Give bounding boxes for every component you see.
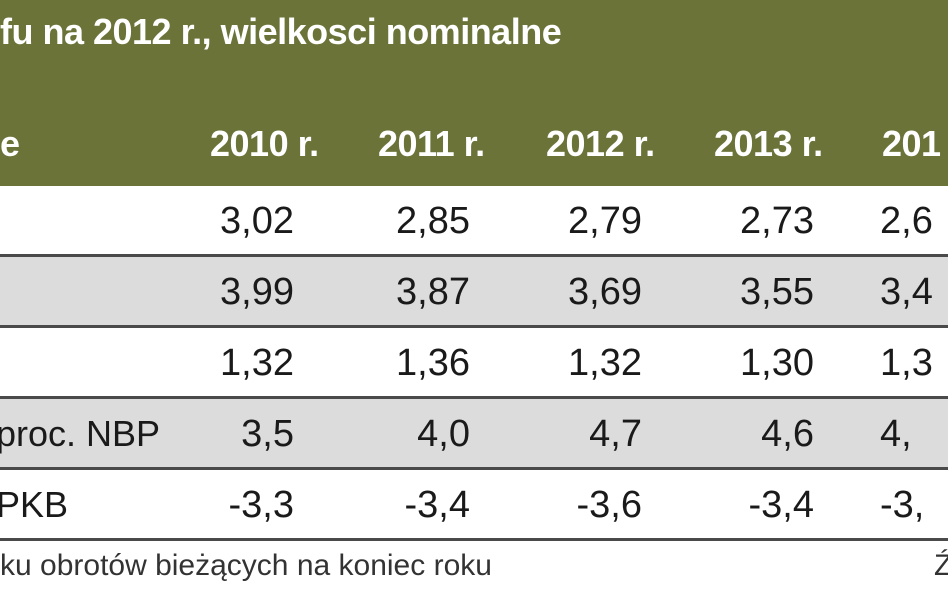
year-header-2011: 2011 r. — [378, 123, 485, 164]
table-cell: 4,6 — [761, 413, 814, 455]
table-title: fu na 2012 r., wielkosci nominalne — [0, 11, 562, 52]
table-cell: 4,0 — [417, 413, 470, 455]
table-row: 3,02 2,85 2,79 2,73 2,6 — [0, 186, 948, 256]
year-header-2013: 2013 r. — [714, 123, 823, 164]
column-label: e — [0, 123, 21, 164]
row-label: proc. NBP — [0, 413, 161, 454]
table-cell: 2,73 — [740, 200, 814, 242]
year-header-2014: 201 — [882, 123, 941, 164]
table-cell: 3,02 — [220, 200, 294, 242]
row-divider — [0, 538, 948, 541]
source-label: Ź — [934, 549, 948, 582]
table-cell: 1,32 — [568, 342, 642, 384]
table-cell: 4, — [880, 413, 912, 455]
table-cell: 2,6 — [880, 200, 933, 242]
row-divider — [0, 467, 948, 470]
table-cell: -3,4 — [404, 484, 470, 526]
table-cell: 2,79 — [568, 200, 642, 242]
table-cell: 3,99 — [220, 271, 294, 313]
table-header: fu na 2012 r., wielkosci nominalne e 201… — [0, 0, 948, 186]
table-row: PKB -3,3 -3,4 -3,6 -3,4 -3, — [0, 470, 948, 540]
footnote: ku obrotów bieżących na koniec roku — [0, 549, 492, 582]
table-cell: 1,30 — [740, 342, 814, 384]
year-header-2012: 2012 r. — [546, 123, 655, 164]
table-row: 1,32 1,36 1,32 1,30 1,3 — [0, 328, 948, 398]
table-cell: 3,69 — [568, 271, 642, 313]
table-row: 3,99 3,87 3,69 3,55 3,4 — [0, 257, 948, 327]
table-cell: -3,6 — [576, 484, 642, 526]
table-cell: 1,36 — [396, 342, 470, 384]
table-cell: 3,87 — [396, 271, 470, 313]
table-cell: -3, — [880, 484, 925, 526]
table-cell: -3,4 — [748, 484, 814, 526]
table-cell: 3,5 — [241, 413, 294, 455]
table-cell: 4,7 — [589, 413, 642, 455]
row-label: PKB — [0, 484, 69, 525]
year-header-2010: 2010 r. — [210, 123, 319, 164]
table-row: proc. NBP 3,5 4,0 4,7 4,6 4, — [0, 399, 948, 469]
table-cell: -3,3 — [228, 484, 294, 526]
row-divider — [0, 254, 948, 257]
table-cell: 3,55 — [740, 271, 814, 313]
row-divider — [0, 325, 948, 328]
table-cell: 1,3 — [880, 342, 933, 384]
row-divider — [0, 396, 948, 399]
table-cell: 2,85 — [396, 200, 470, 242]
table-cell: 3,4 — [880, 271, 933, 313]
table-cell: 1,32 — [220, 342, 294, 384]
